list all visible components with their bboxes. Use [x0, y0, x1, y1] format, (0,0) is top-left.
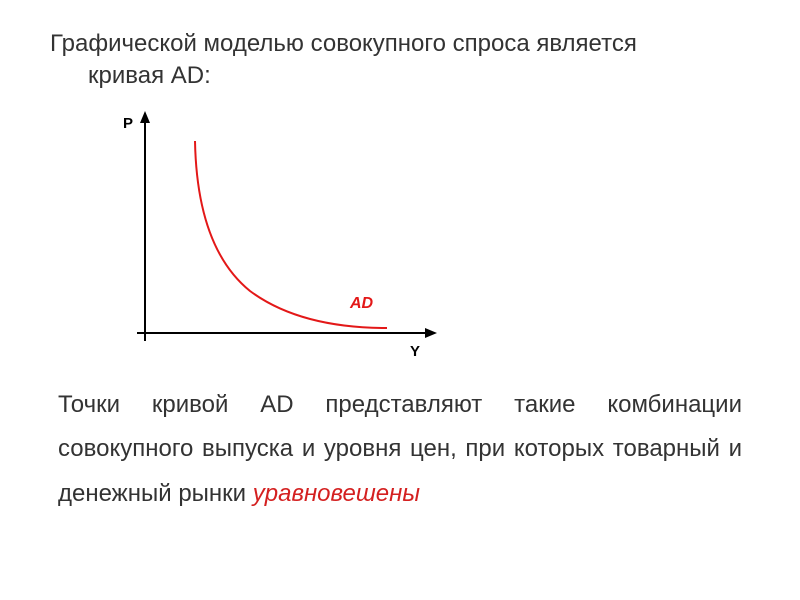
chart-svg: P Y AD: [75, 103, 445, 358]
description-highlight: уравновешены: [253, 480, 420, 507]
ad-curve-chart: P Y AD: [75, 103, 445, 358]
description: Точки кривой AD представляют такие комби…: [50, 383, 750, 516]
y-axis-arrow: [140, 111, 150, 123]
title-line1: Графической моделью совокупного спроса я…: [50, 30, 637, 57]
y-axis-label: P: [123, 115, 133, 132]
x-axis-arrow: [425, 328, 437, 338]
curve-label: AD: [349, 295, 374, 312]
x-axis-label: Y: [410, 343, 420, 358]
title-line2: кривая AD:: [50, 62, 211, 89]
slide-title: Графической моделью совокупного спроса я…: [50, 28, 750, 93]
